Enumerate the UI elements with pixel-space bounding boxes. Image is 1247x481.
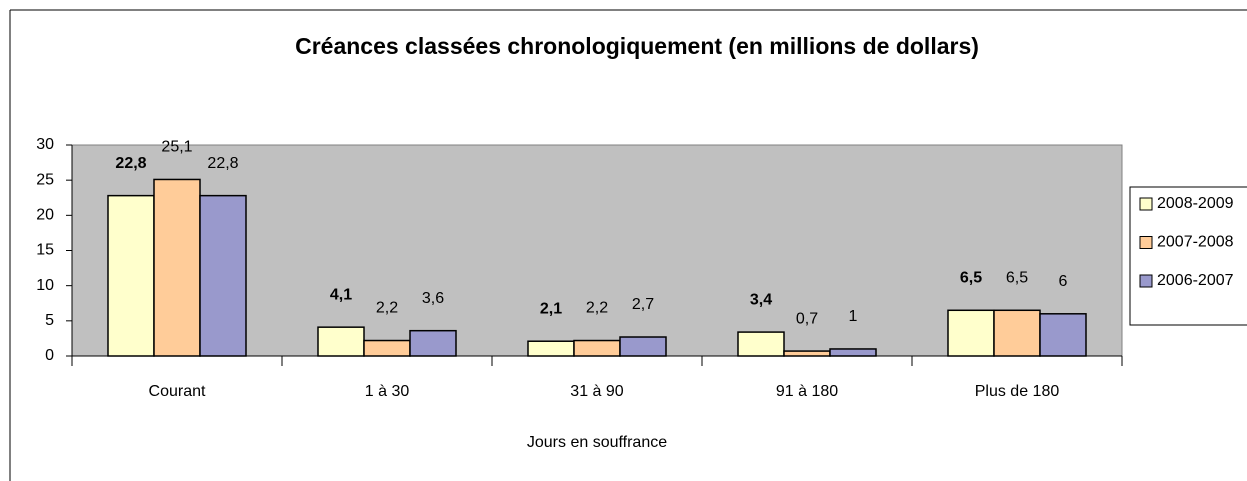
legend-swatch xyxy=(1139,197,1153,211)
y-tick-label: 25 xyxy=(36,171,54,188)
bar xyxy=(1039,313,1087,357)
value-label: 22,8 xyxy=(115,155,146,172)
bar xyxy=(317,326,365,357)
value-label: 6 xyxy=(1059,273,1068,290)
bar xyxy=(829,348,877,357)
x-tick-label: 1 à 30 xyxy=(365,383,410,400)
value-label: 25,1 xyxy=(161,139,192,156)
legend-label: 2008-2009 xyxy=(1157,195,1234,212)
y-tick-label: 15 xyxy=(36,242,54,259)
x-tick-label: 31 à 90 xyxy=(570,383,623,400)
legend-swatch xyxy=(1139,236,1153,249)
bar xyxy=(737,331,785,357)
x-tick-label: Plus de 180 xyxy=(975,383,1060,400)
value-label: 3,4 xyxy=(750,291,772,308)
value-label: 0,7 xyxy=(796,310,818,327)
x-tick-label: Courant xyxy=(149,383,206,400)
value-label: 2,2 xyxy=(586,300,608,317)
y-tick-label: 30 xyxy=(36,136,54,153)
value-label: 1 xyxy=(849,308,858,325)
bar xyxy=(573,339,621,357)
value-label: 4,1 xyxy=(330,286,352,303)
bar xyxy=(153,178,201,357)
bar xyxy=(947,309,995,357)
bar xyxy=(107,194,155,357)
value-label: 6,5 xyxy=(1006,270,1028,287)
y-tick-label: 20 xyxy=(36,207,54,224)
legend-label: 2007-2008 xyxy=(1157,234,1234,251)
value-label: 2,1 xyxy=(540,300,562,317)
bar xyxy=(619,336,667,357)
legend-swatch xyxy=(1139,274,1153,288)
value-label: 22,8 xyxy=(207,155,238,172)
value-label: 2,7 xyxy=(632,296,654,313)
bar xyxy=(199,194,247,357)
x-tick-label: 91 à 180 xyxy=(776,383,838,400)
bar xyxy=(363,339,411,357)
legend-label: 2006-2007 xyxy=(1157,272,1234,289)
x-axis-label: Jours en souffrance xyxy=(527,434,667,451)
value-label: 2,2 xyxy=(376,300,398,317)
bar xyxy=(409,329,457,357)
bar xyxy=(527,340,575,357)
y-tick-label: 0 xyxy=(45,347,54,364)
value-label: 6,5 xyxy=(960,270,982,287)
bar xyxy=(783,350,831,357)
value-label: 3,6 xyxy=(422,290,444,307)
y-tick-label: 10 xyxy=(36,277,54,294)
bar xyxy=(993,309,1041,357)
chart-title: Créances classées chronologiquement (en … xyxy=(295,33,979,59)
y-tick-label: 5 xyxy=(45,312,54,329)
